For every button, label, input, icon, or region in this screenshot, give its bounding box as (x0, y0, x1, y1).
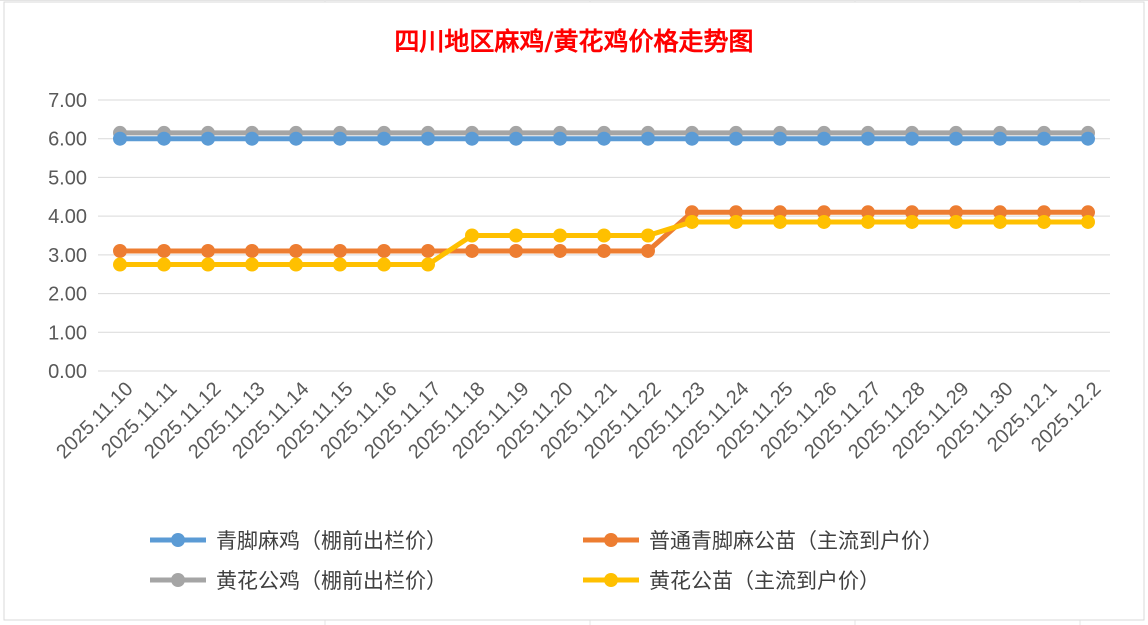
data-point (597, 228, 611, 243)
data-point (289, 131, 303, 146)
data-point (113, 243, 127, 258)
data-point (729, 131, 743, 146)
data-point (817, 205, 831, 220)
chart-frame (3, 1, 1145, 621)
data-point (509, 131, 523, 146)
data-point (641, 243, 655, 258)
data-point (201, 257, 215, 272)
data-point (289, 257, 303, 272)
series-1 (113, 205, 1095, 258)
y-tick-label: 4.00 (48, 206, 87, 228)
legend-item: 青脚麻鸡（棚前出栏价） (150, 529, 447, 553)
data-point (949, 214, 963, 229)
legend-marker (171, 533, 185, 547)
legend: 青脚麻鸡（棚前出栏价） 普通青脚麻公苗（主流到户价） 黄花公鸡（棚前出栏价） 黄花公苗… (150, 529, 943, 593)
data-point (465, 243, 479, 258)
data-point (773, 205, 787, 220)
data-point (465, 131, 479, 146)
data-point (245, 131, 259, 146)
data-point (729, 205, 743, 220)
data-point (949, 131, 963, 146)
data-point (377, 131, 391, 146)
data-point (201, 131, 215, 146)
data-point (1037, 214, 1051, 229)
data-point (905, 214, 919, 229)
data-point (421, 243, 435, 258)
data-point (245, 257, 259, 272)
data-point (421, 131, 435, 146)
data-point (333, 243, 347, 258)
data-point (685, 214, 699, 229)
data-point (685, 205, 699, 220)
legend-item: 普通青脚麻公苗（主流到户价） (583, 529, 943, 553)
data-point (553, 131, 567, 146)
data-point (861, 205, 875, 220)
data-point (905, 131, 919, 146)
y-tick-label: 6.00 (48, 129, 87, 151)
legend-item: 黄花公苗（主流到户价） (583, 569, 880, 593)
data-point (113, 131, 127, 146)
data-point (993, 205, 1007, 220)
data-point (729, 214, 743, 229)
data-point (201, 243, 215, 258)
data-point (157, 131, 171, 146)
data-point (685, 131, 699, 146)
legend-label: 黄花公鸡（棚前出栏价） (216, 569, 447, 593)
data-point (1081, 214, 1095, 229)
legend-item: 黄花公鸡（棚前出栏价） (150, 569, 447, 593)
data-point (597, 131, 611, 146)
y-tick-label: 1.00 (48, 322, 87, 344)
legend-label: 青脚麻鸡（棚前出栏价） (216, 529, 447, 553)
data-point (421, 257, 435, 272)
data-point (597, 243, 611, 258)
data-point (157, 257, 171, 272)
data-point (509, 228, 523, 243)
data-point (509, 243, 523, 258)
data-point (333, 131, 347, 146)
data-point (949, 205, 963, 220)
data-point (377, 257, 391, 272)
data-point (245, 243, 259, 258)
series-3 (113, 214, 1095, 272)
y-tick-label: 0.00 (48, 361, 87, 383)
data-point (113, 257, 127, 272)
legend-label: 黄花公苗（主流到户价） (649, 569, 880, 593)
data-point (289, 243, 303, 258)
data-point (377, 243, 391, 258)
data-point (773, 131, 787, 146)
y-tick-label: 3.00 (48, 245, 87, 267)
y-tick-label: 2.00 (48, 284, 87, 306)
data-point (861, 214, 875, 229)
series-0 (113, 131, 1095, 146)
legend-marker (604, 573, 618, 587)
data-point (993, 214, 1007, 229)
y-axis-ticks: 0.00 1.00 2.00 3.00 4.00 5.00 6.00 7.00 (48, 90, 87, 383)
legend-marker (604, 533, 618, 547)
data-point (1037, 205, 1051, 220)
data-point (641, 131, 655, 146)
y-tick-label: 7.00 (48, 90, 87, 112)
data-point (861, 131, 875, 146)
data-point (1081, 131, 1095, 146)
data-point (905, 205, 919, 220)
data-point (817, 131, 831, 146)
data-point (553, 243, 567, 258)
data-point (993, 131, 1007, 146)
data-point (773, 214, 787, 229)
legend-label: 普通青脚麻公苗（主流到户价） (649, 529, 943, 553)
data-point (1081, 205, 1095, 220)
chart-title: 四川地区麻鸡/黄花鸡价格走势图 (394, 27, 753, 56)
series-lines (113, 125, 1095, 272)
y-tick-label: 5.00 (48, 167, 87, 189)
data-point (157, 243, 171, 258)
data-point (1037, 131, 1051, 146)
legend-marker (171, 573, 185, 587)
data-point (817, 214, 831, 229)
data-point (641, 228, 655, 243)
data-point (465, 228, 479, 243)
data-point (553, 228, 567, 243)
data-point (333, 257, 347, 272)
